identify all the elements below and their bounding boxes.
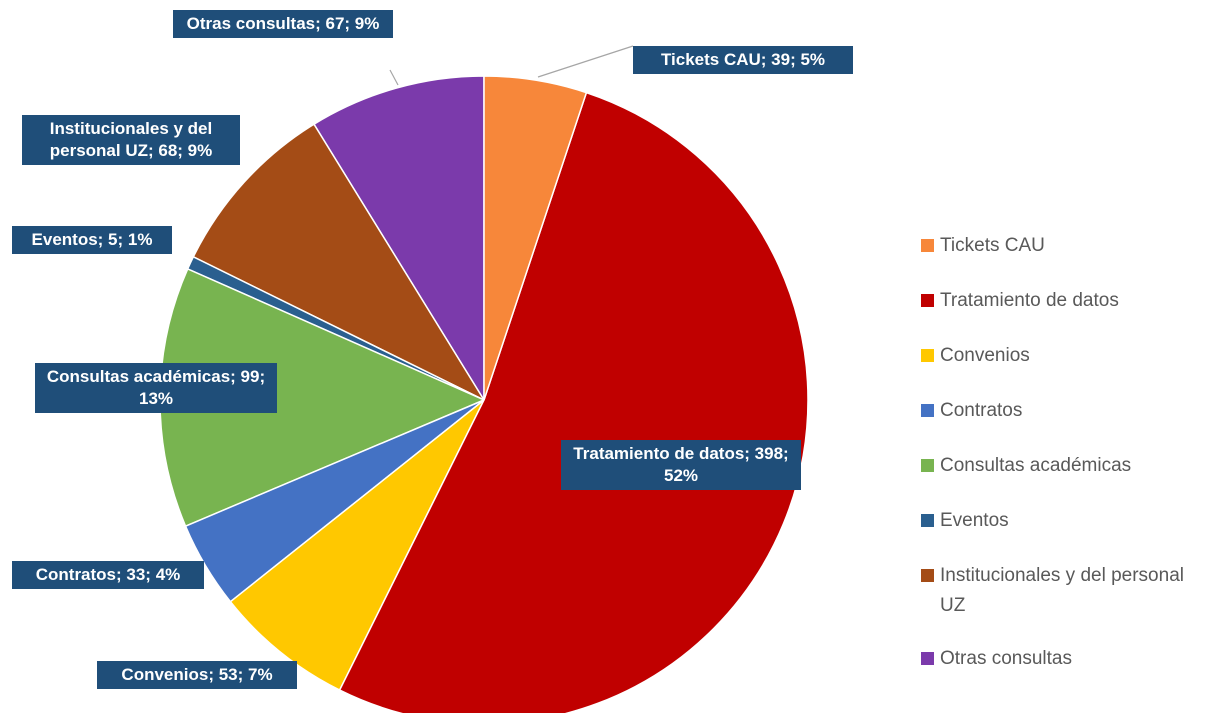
legend-entry: Eventos bbox=[921, 506, 1211, 536]
legend-entry: Convenios bbox=[921, 341, 1211, 371]
legend-entry: Tratamiento de datos bbox=[921, 286, 1211, 316]
legend-label: Contratos bbox=[940, 400, 1023, 421]
legend-swatch bbox=[921, 652, 934, 665]
data-label: Eventos; 5; 1% bbox=[12, 226, 172, 255]
legend-swatch bbox=[921, 349, 934, 362]
leader-line bbox=[389, 69, 399, 86]
pie-slice bbox=[229, 399, 485, 692]
legend-label: Eventos bbox=[940, 510, 1009, 531]
pie-slice bbox=[483, 75, 588, 401]
legend-swatch bbox=[921, 569, 934, 582]
legend-label: Tratamiento de datos bbox=[940, 290, 1119, 311]
legend-label: Convenios bbox=[940, 345, 1030, 366]
legend-entry: Institucionales y del personal UZ bbox=[921, 561, 1211, 622]
pie-slice bbox=[312, 75, 485, 403]
legend-swatch bbox=[921, 294, 934, 307]
legend-swatch bbox=[921, 239, 934, 252]
legend-label: Otras consultas bbox=[940, 648, 1072, 669]
pie-slice bbox=[338, 91, 809, 713]
data-label: Consultas académicas; 99; 13% bbox=[35, 363, 277, 414]
legend-entry: Consultas académicas bbox=[921, 451, 1211, 481]
data-label: Tickets CAU; 39; 5% bbox=[633, 46, 853, 75]
leader-line bbox=[537, 45, 634, 78]
legend-label: Consultas académicas bbox=[940, 455, 1132, 476]
legend-entry: Otras consultas bbox=[921, 644, 1211, 674]
legend-swatch bbox=[921, 404, 934, 417]
legend-entry: Tickets CAU bbox=[921, 231, 1211, 261]
data-label: Otras consultas; 67; 9% bbox=[173, 10, 393, 39]
pie-slice bbox=[192, 123, 487, 402]
legend-entry: Contratos bbox=[921, 396, 1211, 426]
legend-label: Institucionales y del personal UZ bbox=[940, 565, 1184, 617]
data-label: Contratos; 33; 4% bbox=[12, 561, 204, 590]
data-label: Institucionales y del personal UZ; 68; 9… bbox=[22, 115, 240, 166]
legend-label: Tickets CAU bbox=[940, 235, 1045, 256]
data-label: Convenios; 53; 7% bbox=[97, 661, 297, 690]
legend-swatch bbox=[921, 514, 934, 527]
data-label: Tratamiento de datos; 398; 52% bbox=[561, 440, 801, 491]
legend-swatch bbox=[921, 459, 934, 472]
